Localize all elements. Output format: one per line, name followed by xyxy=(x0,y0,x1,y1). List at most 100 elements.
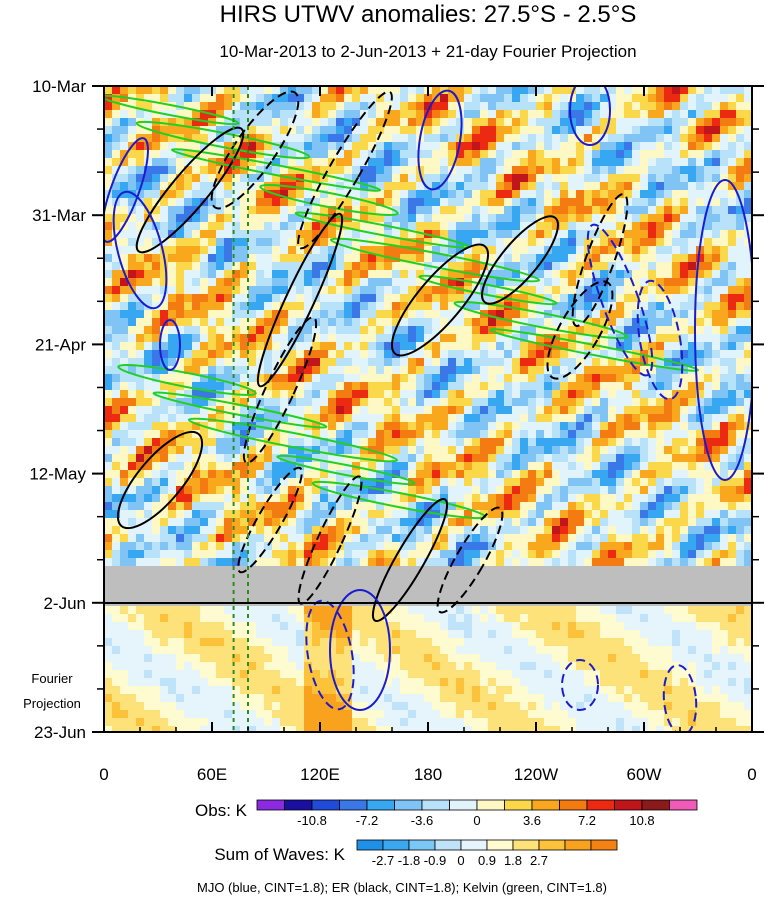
heat-cell xyxy=(584,110,592,118)
heat-cell xyxy=(568,438,576,446)
heat-cell xyxy=(464,502,472,510)
heat-cell xyxy=(136,166,144,174)
heat-cell xyxy=(152,438,160,446)
heat-cell xyxy=(616,198,624,206)
heat-cell xyxy=(504,542,512,550)
heat-cell xyxy=(440,574,448,582)
heat-cell xyxy=(232,454,240,462)
heat-cell xyxy=(648,534,656,542)
heat-cell xyxy=(520,390,528,398)
heat-cell xyxy=(208,494,216,502)
heat-cell xyxy=(648,294,656,302)
heat-cell xyxy=(600,110,608,118)
heat-cell xyxy=(608,318,616,326)
heat-cell xyxy=(120,558,128,566)
heat-cell xyxy=(328,422,336,430)
heat-cell xyxy=(464,470,472,478)
heat-cell xyxy=(648,510,656,518)
heat-cell xyxy=(360,270,368,278)
heat-cell xyxy=(576,254,584,262)
heat-cell xyxy=(336,430,344,438)
heat-cell xyxy=(632,230,640,238)
heat-cell xyxy=(712,430,720,438)
heat-cell xyxy=(152,366,160,374)
heat-cell xyxy=(128,486,136,494)
heat-cell xyxy=(712,174,720,182)
heat-cell xyxy=(232,494,240,502)
heat-cell xyxy=(408,422,416,430)
heat-cell xyxy=(216,134,224,142)
heat-cell xyxy=(584,326,592,334)
heat-cell xyxy=(440,302,448,310)
heat-cell xyxy=(232,222,240,230)
heat-cell xyxy=(296,190,304,198)
heat-cell xyxy=(272,406,280,414)
heat-cell xyxy=(320,350,328,358)
heat-cell xyxy=(144,526,152,534)
heat-cell xyxy=(576,198,584,206)
heat-cell xyxy=(248,262,256,270)
heat-cell xyxy=(360,246,368,254)
heat-cell xyxy=(312,374,320,382)
heat-cell xyxy=(120,190,128,198)
heat-cell xyxy=(456,478,464,486)
heat-cell xyxy=(232,182,240,190)
heat-cell xyxy=(352,206,360,214)
heat-cell xyxy=(616,150,624,158)
heat-cell xyxy=(512,246,520,254)
heat-cell xyxy=(240,110,248,118)
heat-cell xyxy=(136,526,144,534)
heat-cell xyxy=(480,334,488,342)
heat-cell xyxy=(696,526,704,534)
heat-cell xyxy=(744,502,752,510)
heat-cell xyxy=(448,158,456,166)
heat-cell xyxy=(160,158,168,166)
heat-cell xyxy=(248,518,256,526)
heat-cell xyxy=(328,302,336,310)
heat-cell xyxy=(408,110,416,118)
heat-cell xyxy=(432,302,440,310)
heat-cell xyxy=(592,374,600,382)
heat-cell xyxy=(192,222,200,230)
heat-cell xyxy=(264,302,272,310)
heat-cell xyxy=(192,126,200,134)
heat-cell xyxy=(536,222,544,230)
heat-cell xyxy=(192,358,200,366)
heat-cell xyxy=(400,126,408,134)
heat-cell xyxy=(128,526,136,534)
heat-cell xyxy=(128,166,136,174)
heat-cell xyxy=(256,350,264,358)
heat-cell xyxy=(624,86,632,94)
heat-cell xyxy=(384,374,392,382)
heat-cell xyxy=(416,430,424,438)
heat-cell xyxy=(304,182,312,190)
heat-cell xyxy=(120,350,128,358)
heat-cell xyxy=(360,318,368,326)
heat-cell xyxy=(288,462,296,470)
heat-cell xyxy=(536,110,544,118)
heat-cell xyxy=(248,270,256,278)
heat-cell xyxy=(624,150,632,158)
heat-cell xyxy=(168,86,176,94)
heat-cell xyxy=(352,222,360,230)
heat-cell xyxy=(560,270,568,278)
heat-cell xyxy=(264,526,272,534)
heat-cell xyxy=(504,254,512,262)
heat-cell xyxy=(568,182,576,190)
heat-cell xyxy=(304,358,312,366)
heat-cell xyxy=(392,214,400,222)
heat-cell xyxy=(448,86,456,94)
heat-cell xyxy=(376,302,384,310)
heat-cell xyxy=(200,166,208,174)
heat-cell xyxy=(528,318,536,326)
heat-cell xyxy=(496,118,504,126)
heat-cell xyxy=(664,318,672,326)
heat-cell xyxy=(712,254,720,262)
heat-cell xyxy=(408,470,416,478)
heat-cell xyxy=(400,478,408,486)
heat-cell xyxy=(416,406,424,414)
heat-cell xyxy=(112,142,120,150)
heat-cell xyxy=(216,446,224,454)
heat-cell xyxy=(392,438,400,446)
heat-cell xyxy=(616,382,624,390)
